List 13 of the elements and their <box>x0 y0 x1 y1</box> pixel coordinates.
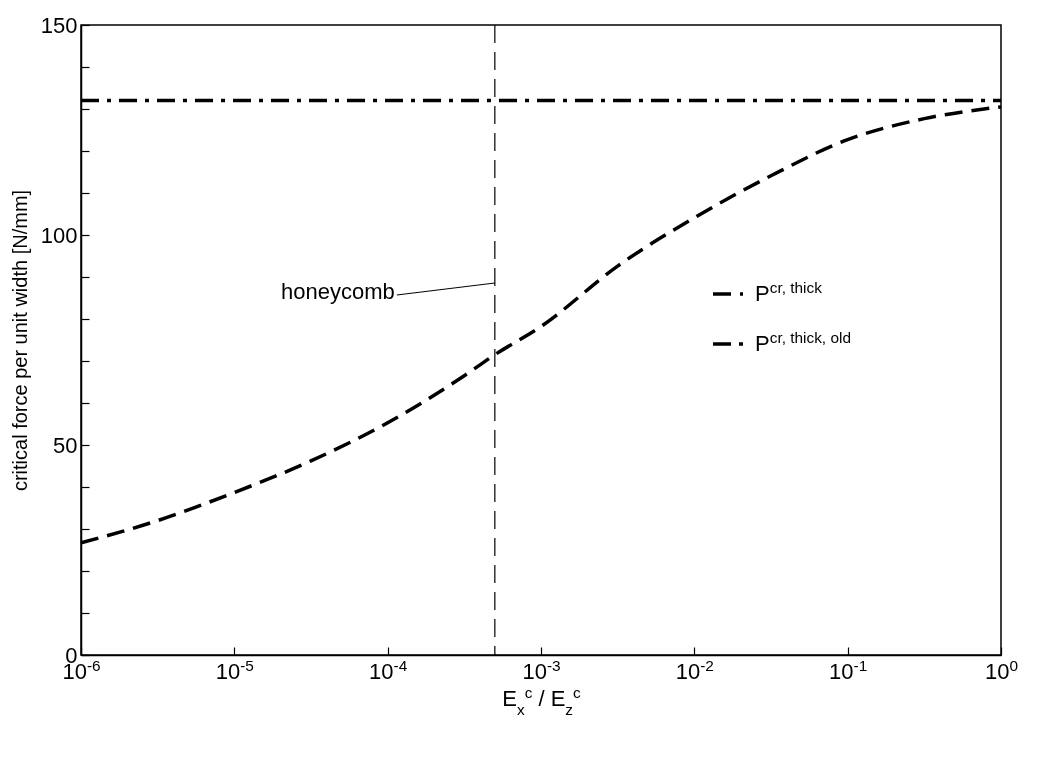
ref-line-label: honeycomb <box>281 279 395 304</box>
y-axis-title: critical force per unit width [N/mm] <box>8 189 31 492</box>
x-tick-label: 10$^{-1}$ <box>829 656 868 684</box>
y-tick-label: 150 <box>40 12 78 38</box>
y-tick-label: 50 <box>53 432 78 458</box>
y-tick-label: 100 <box>40 222 78 248</box>
legend-label: P$^{cr, thick, old}$ <box>755 328 851 356</box>
x-tick-label: 10$^{0}$ <box>984 656 1019 684</box>
x-tick-label: 10$^{-3}$ <box>522 656 561 684</box>
x-tick-label: 10$^{-2}$ <box>675 656 714 684</box>
x-tick-label: 10$^{-5}$ <box>215 656 254 684</box>
x-tick-label: 10$^{-4}$ <box>369 656 408 684</box>
legend-label: P$^{cr, thick}$ <box>755 278 823 306</box>
